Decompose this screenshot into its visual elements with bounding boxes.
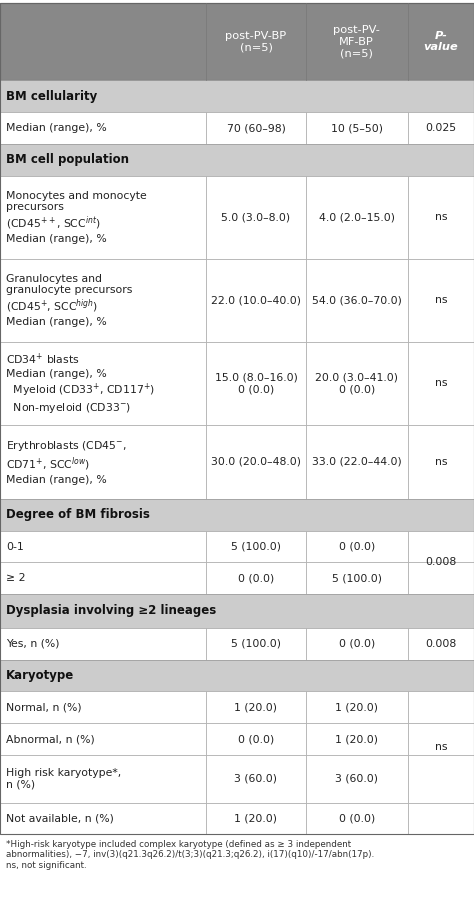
Text: 4.0 (2.0–15.0): 4.0 (2.0–15.0): [319, 212, 395, 222]
Bar: [0, 530, 206, 563]
Bar: [0, 342, 206, 425]
Bar: [206, 425, 306, 499]
Bar: [408, 723, 474, 755]
Bar: [306, 691, 408, 723]
Bar: [306, 176, 408, 259]
Bar: [306, 628, 408, 659]
Bar: [306, 342, 408, 425]
Text: 0.025: 0.025: [425, 123, 456, 133]
Text: CD34$^{+}$ blasts
Median (range), %
  Myeloid (CD33$^{+}$, CD117$^{+}$)
  Non-my: CD34$^{+}$ blasts Median (range), % Myel…: [6, 352, 155, 415]
Bar: [206, 530, 306, 563]
Bar: [0, 144, 474, 176]
Bar: [0, 723, 206, 755]
Text: High risk karyotype*,
n (%): High risk karyotype*, n (%): [6, 768, 121, 789]
Text: 1 (20.0): 1 (20.0): [335, 703, 378, 713]
Bar: [206, 563, 306, 594]
Bar: [0, 112, 206, 144]
Bar: [408, 342, 474, 425]
Text: 15.0 (8.0–16.0)
0 (0.0): 15.0 (8.0–16.0) 0 (0.0): [215, 373, 297, 394]
Text: ns: ns: [435, 212, 447, 222]
Text: Normal, n (%): Normal, n (%): [6, 703, 82, 713]
Bar: [408, 530, 474, 563]
Bar: [408, 176, 474, 259]
Text: 22.0 (10.0–40.0): 22.0 (10.0–40.0): [211, 295, 301, 305]
Text: ≥ 2: ≥ 2: [6, 574, 26, 584]
Bar: [206, 803, 306, 834]
Bar: [306, 259, 408, 342]
Bar: [306, 755, 408, 803]
Bar: [0, 803, 206, 834]
Text: post-PV-
MF-BP
(n=5): post-PV- MF-BP (n=5): [333, 25, 380, 58]
Bar: [206, 176, 306, 259]
Bar: [206, 259, 306, 342]
Text: 10 (5–50): 10 (5–50): [331, 123, 383, 133]
Bar: [0, 691, 206, 723]
Text: 20.0 (3.0–41.0)
0 (0.0): 20.0 (3.0–41.0) 0 (0.0): [315, 373, 398, 394]
Text: Granulocytes and
granulocyte precursors
(CD45$^{+}$, SCC$^{high}$)
Median (range: Granulocytes and granulocyte precursors …: [6, 273, 133, 327]
Text: ns: ns: [435, 295, 447, 305]
Bar: [408, 628, 474, 659]
Text: 54.0 (36.0–70.0): 54.0 (36.0–70.0): [312, 295, 401, 305]
Text: 5.0 (3.0–8.0): 5.0 (3.0–8.0): [221, 212, 291, 222]
Text: 0 (0.0): 0 (0.0): [338, 639, 375, 649]
Bar: [0, 594, 474, 628]
Bar: [206, 723, 306, 755]
Bar: [306, 563, 408, 594]
Bar: [408, 691, 474, 723]
Text: BM cell population: BM cell population: [6, 153, 129, 166]
Bar: [306, 530, 408, 563]
Text: Degree of BM fibrosis: Degree of BM fibrosis: [6, 508, 150, 521]
Text: post-PV-BP
(n=5): post-PV-BP (n=5): [226, 31, 286, 52]
Text: P-
value: P- value: [423, 31, 458, 52]
Text: 33.0 (22.0–44.0): 33.0 (22.0–44.0): [312, 456, 401, 467]
Text: 0 (0.0): 0 (0.0): [238, 574, 274, 584]
Text: BM cellularity: BM cellularity: [6, 90, 98, 103]
Text: Yes, n (%): Yes, n (%): [6, 639, 60, 649]
Text: ns: ns: [435, 378, 447, 388]
Text: 0 (0.0): 0 (0.0): [338, 814, 375, 824]
Bar: [0, 499, 474, 530]
Bar: [306, 112, 408, 144]
Text: 1 (20.0): 1 (20.0): [235, 814, 277, 824]
Bar: [0, 628, 206, 659]
Bar: [408, 112, 474, 144]
Bar: [306, 723, 408, 755]
Text: ns: ns: [435, 742, 447, 752]
Text: Not available, n (%): Not available, n (%): [6, 814, 114, 824]
Text: 1 (20.0): 1 (20.0): [335, 734, 378, 744]
Text: Abnormal, n (%): Abnormal, n (%): [6, 734, 95, 744]
Bar: [0, 3, 474, 80]
Bar: [206, 112, 306, 144]
Bar: [0, 80, 474, 112]
Text: 5 (100.0): 5 (100.0): [231, 541, 281, 551]
Text: 30.0 (20.0–48.0): 30.0 (20.0–48.0): [211, 456, 301, 467]
Text: 3 (60.0): 3 (60.0): [235, 774, 277, 784]
Text: *High-risk karyotype included complex karyotype (defined as ≥ 3 independent
abno: *High-risk karyotype included complex ka…: [6, 840, 374, 870]
Text: 0 (0.0): 0 (0.0): [338, 541, 375, 551]
Text: 0.008: 0.008: [425, 639, 456, 649]
Text: ns: ns: [435, 456, 447, 467]
Bar: [206, 755, 306, 803]
Bar: [306, 803, 408, 834]
Text: Erythroblasts (CD45$^{-}$,
CD71$^{+}$, SCC$^{low}$)
Median (range), %: Erythroblasts (CD45$^{-}$, CD71$^{+}$, S…: [6, 439, 127, 484]
Text: Dysplasia involving ≥2 lineages: Dysplasia involving ≥2 lineages: [6, 604, 217, 618]
Bar: [408, 563, 474, 594]
Text: Median (range), %: Median (range), %: [6, 123, 107, 133]
Text: Monocytes and monocyte
precursors
(CD45$^{++}$, SCC$^{int}$)
Median (range), %: Monocytes and monocyte precursors (CD45$…: [6, 190, 147, 244]
Text: 0.008: 0.008: [425, 557, 456, 567]
Bar: [0, 659, 474, 691]
Bar: [206, 342, 306, 425]
Text: 5 (100.0): 5 (100.0): [231, 639, 281, 649]
Bar: [0, 259, 206, 342]
Text: 0 (0.0): 0 (0.0): [238, 734, 274, 744]
Bar: [206, 628, 306, 659]
Text: 3 (60.0): 3 (60.0): [335, 774, 378, 784]
Bar: [0, 755, 206, 803]
Bar: [408, 425, 474, 499]
Text: Karyotype: Karyotype: [6, 669, 74, 682]
Text: 0-1: 0-1: [6, 541, 24, 551]
Text: 5 (100.0): 5 (100.0): [332, 574, 382, 584]
Bar: [408, 755, 474, 803]
Text: 1 (20.0): 1 (20.0): [235, 703, 277, 713]
Bar: [0, 425, 206, 499]
